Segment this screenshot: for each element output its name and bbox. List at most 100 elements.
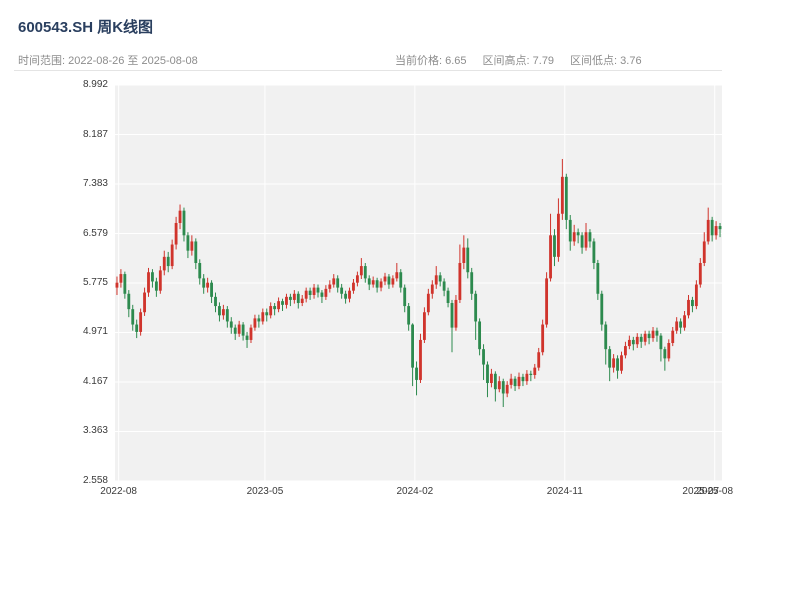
candle-body (517, 376, 521, 387)
candle (478, 318, 482, 356)
candle-body (336, 278, 340, 288)
candle (517, 372, 521, 390)
candle (596, 259, 600, 300)
candle (304, 287, 308, 303)
candle (683, 311, 686, 331)
y-tick-label: 6.579 (82, 227, 108, 239)
candle-body (576, 232, 580, 236)
candle (225, 306, 229, 328)
candle (265, 308, 269, 322)
candle (604, 321, 608, 365)
candle (194, 238, 198, 270)
candle (411, 323, 415, 387)
candle-body (663, 349, 667, 359)
candle (576, 228, 580, 244)
candle (415, 361, 418, 396)
candle-body (438, 275, 442, 282)
candle-body (308, 290, 312, 296)
candle (151, 269, 154, 288)
candle-body (588, 232, 592, 242)
candle-body (269, 306, 273, 316)
candle (631, 336, 635, 351)
candle-body (671, 330, 675, 344)
candle (174, 216, 178, 250)
candle (190, 235, 194, 256)
candle (509, 373, 513, 389)
candle-body (702, 241, 706, 263)
candle (178, 204, 182, 230)
candle-body (446, 290, 450, 304)
candle-body (631, 339, 635, 345)
candle-body (214, 296, 217, 307)
y-tick-label: 4.167 (82, 375, 108, 387)
candle-body (292, 293, 296, 300)
candle-body (304, 290, 308, 299)
candle (170, 239, 174, 270)
candle-body (509, 378, 513, 385)
candle (450, 299, 454, 353)
candle (529, 370, 533, 382)
candle-body (521, 376, 525, 382)
candle (446, 287, 450, 308)
candle (462, 235, 466, 270)
candle (131, 304, 135, 331)
candle-body (489, 373, 493, 384)
candle (549, 213, 552, 282)
candle-body (403, 287, 407, 307)
candle-body (324, 288, 328, 297)
candle (572, 224, 576, 246)
candle (675, 317, 679, 334)
candle (564, 173, 568, 230)
candle-body (198, 262, 202, 279)
candle-body (399, 272, 403, 288)
x-tick-label: 2022-08 (100, 486, 137, 497)
x-tick-label: 2023-05 (246, 486, 284, 497)
candle-body (458, 262, 462, 300)
candle-body (612, 358, 616, 368)
candle-body (466, 247, 470, 273)
candle-body (553, 235, 556, 257)
candle-body (348, 290, 351, 299)
candle-body (273, 306, 277, 310)
candle-body (143, 292, 146, 313)
candle-body (667, 343, 671, 359)
candle (698, 258, 702, 288)
candle (694, 280, 698, 310)
y-tick-label: 2.558 (82, 475, 108, 486)
candle (458, 244, 462, 304)
header-divider (14, 70, 722, 71)
candle-body (285, 296, 288, 305)
candle-body (344, 293, 348, 299)
candle (288, 293, 292, 307)
candle-body (718, 226, 722, 230)
candle (233, 324, 237, 340)
candle (320, 290, 324, 304)
candle (249, 324, 253, 344)
candle-body (683, 315, 686, 328)
candle (308, 287, 312, 300)
candle (663, 346, 667, 371)
candle (143, 287, 146, 316)
candle-body (568, 219, 572, 242)
candle-body (147, 272, 150, 293)
candle-body (253, 318, 257, 328)
candle-body (210, 282, 213, 297)
candle (714, 221, 718, 240)
candle (466, 238, 470, 279)
candle-body (616, 358, 619, 371)
candle-body (367, 278, 371, 285)
candle-body (316, 287, 320, 293)
candle (375, 277, 379, 293)
candle-body (340, 287, 344, 294)
candle-body (182, 210, 186, 236)
candle-body (415, 367, 418, 380)
candle (123, 271, 127, 299)
candle (537, 347, 541, 371)
y-tick-label: 7.383 (82, 178, 108, 190)
candle-body (194, 241, 198, 263)
candle (147, 267, 150, 297)
candle (363, 262, 367, 283)
candle (158, 266, 162, 294)
candle-body (131, 309, 135, 325)
